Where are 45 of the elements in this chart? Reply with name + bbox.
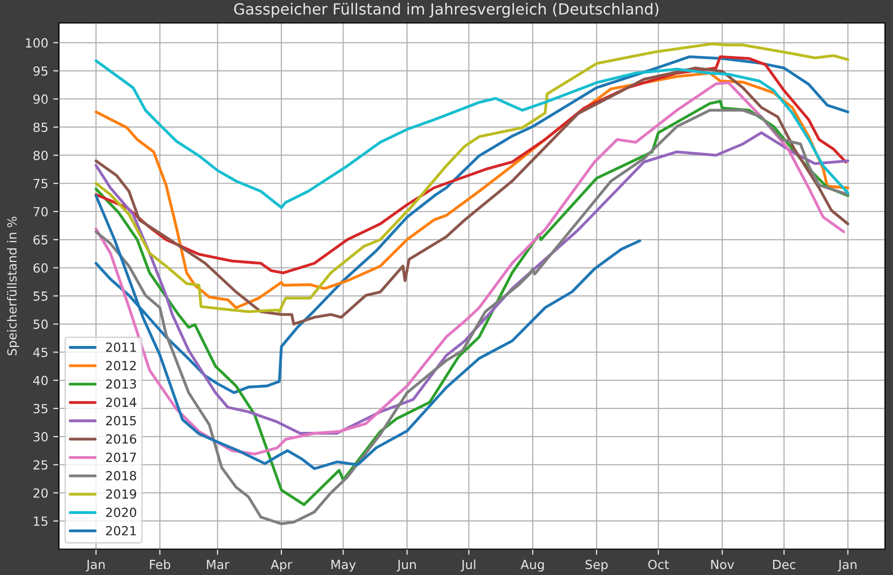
x-tick-label: Jun [396,560,416,572]
y-tick-label: 35 [34,404,48,414]
y-tick-label: 55 [34,292,48,301]
y-tick-label: 65 [33,235,48,245]
legend-label: 2015 [106,416,136,426]
legend-label: 2016 [106,434,136,444]
legend-label: 2017 [106,452,136,462]
x-tick-label: Oct [648,560,669,570]
x-tick-label: Jan [86,560,105,572]
legend-label: 2020 [106,508,136,518]
y-tick-label: 20 [34,488,48,498]
y-tick-label: 75 [34,179,48,188]
x-tick-label: Sep [586,560,608,572]
legend-label: 2021 [106,526,136,536]
x-tick-label: Apr [270,560,292,572]
legend-label: 2018 [106,470,136,480]
x-tick-label: Aug [520,560,544,572]
y-tick-label: 25 [34,460,48,470]
y-axis-title: Speicherfüllstand in % [7,216,20,356]
y-tick-label: 40 [33,376,48,386]
legend-label: 2013 [106,379,136,389]
y-tick-label: 50 [34,320,48,329]
y-tick-label: 95 [33,66,48,76]
x-tick-label: Jan [838,560,856,572]
y-tick-label: 85 [33,122,48,132]
chart-title: Gasspeicher Füllstand im Jahresvergleich (Deutschland) [234,2,658,18]
y-tick-label: 80 [33,150,48,160]
y-tick-label: 15 [34,516,48,526]
y-tick-label: 100 [26,38,48,48]
x-tick-label: May [332,560,356,572]
y-tick-label: 70 [34,206,48,216]
y-tick-label: 60 [33,263,48,273]
legend-label: 2012 [106,360,136,370]
y-tick-label: 45 [33,348,48,358]
legend-label: 2014 [106,398,136,408]
legend-label: 2011 [106,342,136,352]
x-tick-label: Jul [460,560,476,572]
y-tick-label: 30 [34,432,48,442]
x-tick-label: Feb [150,560,170,570]
x-tick-label: Nov [711,560,734,570]
y-tick-label: 90 [33,94,48,104]
legend-label: 2019 [106,489,136,499]
line-series [94,59,850,209]
x-tick-label: Dec [773,560,796,570]
x-tick-label: Mar [206,560,230,570]
